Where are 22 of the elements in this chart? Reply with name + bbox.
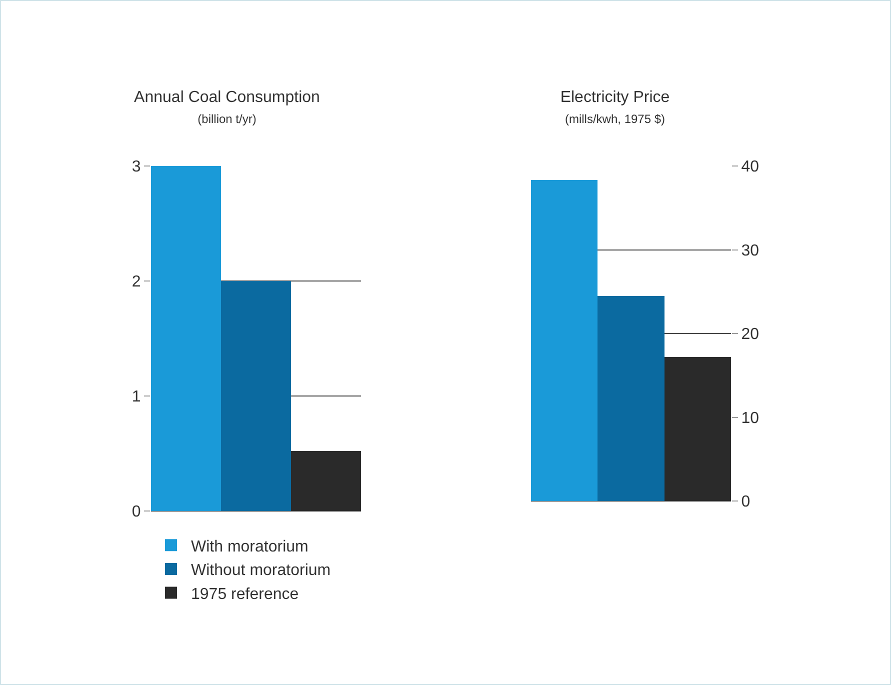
- y-tick-label: 40: [741, 158, 760, 176]
- y-tick-label: 1: [132, 388, 141, 406]
- y-tick-label: 3: [132, 158, 141, 176]
- y-tick-label: 10: [741, 410, 760, 427]
- bar: [221, 281, 291, 511]
- chart-title: Electricity Price: [560, 89, 670, 106]
- legend-label: With moratorium: [191, 538, 308, 556]
- y-tick-label: 0: [741, 494, 750, 511]
- legend-label: Without moratorium: [191, 562, 331, 580]
- y-tick-label: 0: [132, 504, 141, 521]
- bar: [598, 296, 664, 501]
- y-tick-label: 30: [741, 242, 760, 260]
- y-tick-label: 20: [741, 326, 760, 344]
- bar: [531, 180, 598, 501]
- chart-subtitle: (billion t/yr): [198, 112, 256, 126]
- bar: [664, 356, 731, 501]
- bar: [291, 451, 361, 511]
- chart-subtitle: (mills/kwh, 1975 $): [564, 112, 666, 126]
- legend-label: 1975 reference: [191, 586, 299, 603]
- chart-title: Annual Coal Consumption: [134, 89, 320, 106]
- bar: [151, 166, 221, 511]
- y-tick-label: 2: [132, 274, 141, 291]
